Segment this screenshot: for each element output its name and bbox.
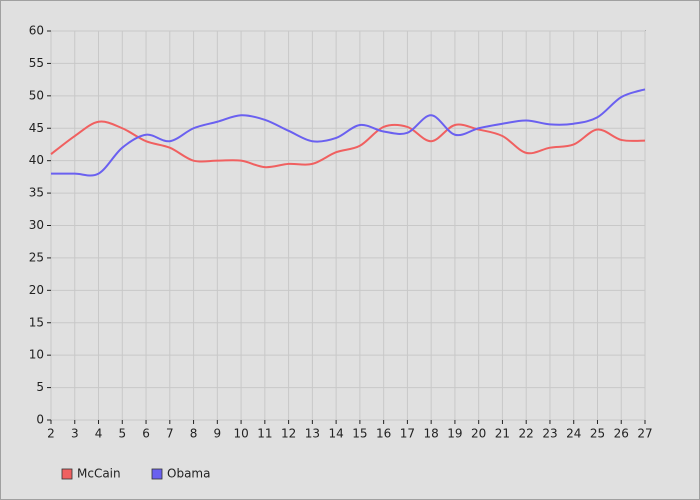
legend-label: McCain [77,467,121,481]
x-tick-label: 23 [542,427,557,441]
y-tick-label: 40 [29,153,44,167]
y-tick-label: 0 [36,413,44,427]
x-tick-label: 12 [281,427,296,441]
x-tick-label: 11 [257,427,272,441]
y-tick-label: 30 [29,218,44,232]
y-tick-label: 60 [29,24,44,38]
y-tick-label: 20 [29,283,44,297]
x-tick-label: 2 [47,427,55,441]
x-tick-label: 10 [233,427,248,441]
x-tick-label: 26 [614,427,629,441]
legend-swatch [151,468,163,480]
y-tick-label: 50 [29,88,44,102]
x-tick-label: 15 [352,427,367,441]
x-tick-label: 24 [566,427,581,441]
y-tick-label: 5 [36,380,44,394]
line [50,88,646,177]
x-tick-label: 3 [71,427,79,441]
x-tick-label: 27 [637,427,652,441]
y-tick-label: 55 [29,56,44,70]
x-tick-label: 25 [590,427,605,441]
y-tick-label: 25 [29,250,44,264]
y-tick-label: 15 [29,315,44,329]
x-tick-label: 13 [305,427,320,441]
x-tick-label: 22 [519,427,534,441]
x-tick-label: 6 [142,427,150,441]
x-tick-label: 19 [447,427,462,441]
x-tick-label: 18 [424,427,439,441]
x-tick-label: 14 [328,427,343,441]
x-tick-label: 8 [190,427,198,441]
x-tick-label: 20 [471,427,486,441]
x-tick-label: 21 [495,427,510,441]
legend-swatch [61,468,73,480]
x-tick-label: 4 [95,427,103,441]
line [50,120,646,169]
legend-label: Obama [167,467,210,481]
x-tick-label: 16 [376,427,391,441]
x-tick-label: 7 [166,427,174,441]
y-tick-label: 35 [29,186,44,200]
x-tick-label: 9 [213,427,221,441]
x-tick-label: 17 [400,427,415,441]
y-tick-label: 10 [29,348,44,362]
x-tick-label: 5 [118,427,126,441]
y-tick-label: 45 [29,121,44,135]
